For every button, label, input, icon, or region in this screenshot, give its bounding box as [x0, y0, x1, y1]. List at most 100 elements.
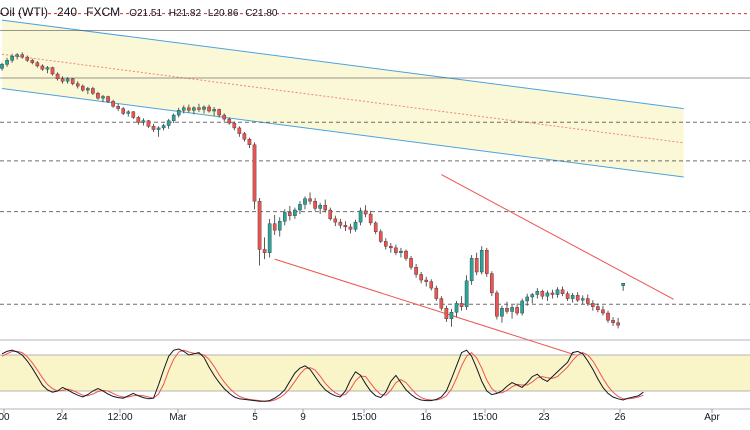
candle	[419, 272, 423, 284]
candles	[0, 52, 625, 329]
candle	[50, 66, 55, 76]
candle	[55, 72, 60, 81]
x-tick-label: 5	[252, 412, 258, 423]
candle-body	[575, 295, 580, 301]
candle-body	[449, 312, 454, 319]
channel-lower-line	[1, 87, 684, 178]
candle-body	[580, 298, 585, 301]
candle-body	[459, 303, 464, 307]
candle	[75, 81, 80, 89]
candle-body	[212, 109, 216, 112]
candle-body	[20, 54, 25, 58]
candle-body	[348, 226, 353, 230]
candle-body	[131, 111, 136, 118]
candle-body	[45, 67, 50, 70]
candle	[490, 271, 494, 297]
candle	[601, 305, 605, 316]
candle-body	[474, 258, 479, 273]
candle-body	[247, 138, 252, 146]
candle-body	[156, 127, 161, 130]
candle	[267, 218, 272, 258]
candle	[530, 292, 535, 304]
candle-body	[586, 298, 590, 304]
candle	[444, 305, 449, 322]
candle-body	[490, 273, 494, 294]
candle	[121, 107, 125, 116]
candle	[262, 237, 267, 260]
candle	[277, 217, 282, 237]
candle	[545, 290, 550, 301]
candle-body	[591, 303, 595, 307]
chart-header: Oil (WTI) 240 FXCM O21.51 H21.82 L20.86 …	[0, 5, 281, 19]
stoch-band	[0, 355, 750, 391]
candle-body	[510, 307, 514, 312]
x-axis: 00 24 12:00 Mar 5 9 15:00 16 15:00 23 26 Apr	[0, 409, 720, 423]
candle	[161, 123, 166, 131]
candle	[176, 107, 181, 118]
source-label: FXCM	[86, 5, 121, 19]
candle-body	[60, 78, 65, 82]
candle	[333, 215, 338, 227]
candle	[318, 202, 322, 215]
candle-body	[560, 289, 565, 294]
candle	[495, 290, 499, 320]
x-tick-label: 12:00	[107, 412, 132, 423]
x-tick-label: 26	[614, 412, 626, 423]
candle	[439, 296, 444, 311]
candle-body	[257, 200, 262, 250]
candle	[358, 207, 363, 226]
candle-body	[444, 308, 449, 319]
candle-body	[500, 308, 504, 317]
candle	[181, 105, 186, 114]
candle-body	[530, 294, 535, 298]
candle	[45, 65, 50, 74]
candle-body	[434, 287, 439, 299]
candle-body	[207, 106, 211, 112]
candle-body	[50, 67, 55, 75]
candle	[146, 119, 151, 128]
stoch-k-line	[1, 348, 644, 402]
candle-body	[343, 225, 348, 228]
candle	[611, 317, 615, 326]
candle	[91, 86, 95, 95]
candle	[404, 249, 408, 261]
candle-body	[176, 110, 181, 116]
interval-label: 240	[57, 5, 78, 19]
candle-body	[520, 300, 524, 314]
candle-body	[621, 283, 625, 286]
candle-body	[272, 223, 277, 231]
candle	[30, 58, 35, 65]
candle	[25, 55, 30, 62]
candle	[560, 286, 565, 297]
candle-body	[141, 120, 146, 123]
candle-body	[368, 213, 373, 224]
candle	[394, 244, 398, 256]
x-tick-label: 24	[56, 412, 68, 423]
candle-body	[363, 210, 368, 215]
candle-body	[166, 120, 171, 126]
channel-upper-line	[1, 19, 684, 110]
candle-body	[611, 320, 615, 323]
candle-body	[5, 60, 9, 65]
x-tick-label: 00	[0, 412, 10, 423]
candle-body	[616, 322, 620, 326]
candle	[237, 126, 242, 137]
candle-body	[101, 96, 105, 99]
candle-body	[601, 309, 605, 314]
candle-body	[70, 78, 75, 84]
candle	[10, 53, 14, 63]
candle-body	[35, 62, 40, 67]
candle-body	[40, 65, 45, 70]
candle	[384, 238, 388, 250]
candle-body	[454, 303, 459, 313]
candle-body	[136, 117, 141, 123]
candle	[136, 115, 141, 125]
candle-body	[555, 289, 560, 295]
stochastic-pane	[0, 348, 750, 410]
candle	[434, 285, 439, 301]
down-channel-upper	[441, 174, 674, 300]
candle	[293, 207, 297, 219]
candle	[0, 62, 4, 71]
ohlc-readout: O21.51 H21.82 L20.86 C21.80	[129, 8, 281, 19]
